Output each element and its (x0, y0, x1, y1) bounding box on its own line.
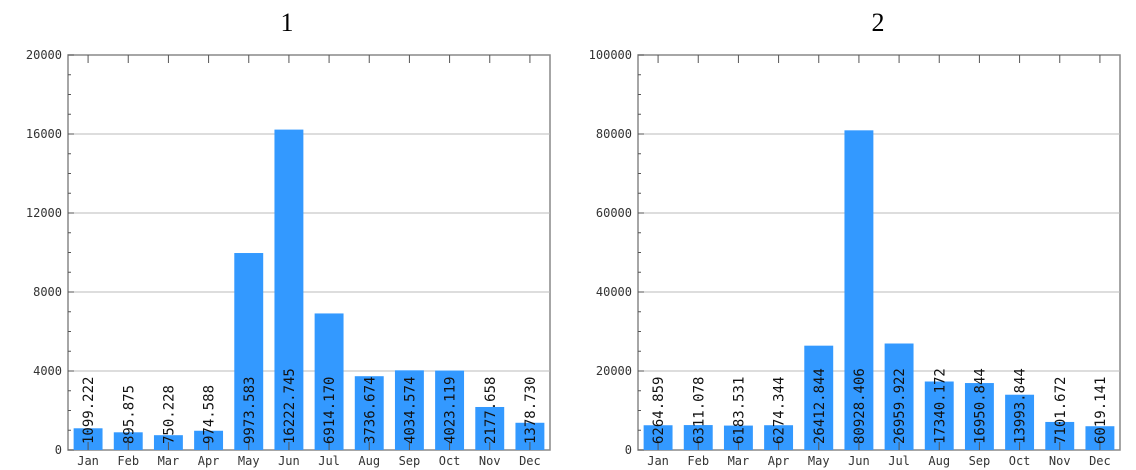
bar (964, 383, 994, 450)
x-tick-label: Jul (318, 454, 340, 468)
y-tick-label: 60000 (596, 206, 632, 220)
data-label: 13993.844 (1013, 368, 1029, 444)
data-label: 4034.574 (402, 377, 418, 444)
data-label: 4023.119 (443, 377, 459, 444)
y-tick-label: 40000 (596, 285, 632, 299)
data-label: 17340.172 (932, 368, 948, 444)
bar (314, 313, 344, 450)
bar (73, 428, 103, 450)
x-tick-label: Feb (687, 454, 709, 468)
x-tick-label: Jul (888, 454, 910, 468)
data-label: 26959.922 (892, 368, 908, 444)
data-label: 895.875 (121, 385, 137, 444)
data-label: 6274.344 (772, 377, 788, 444)
chart-1-title: 1 (280, 8, 294, 37)
x-tick-label: Feb (117, 454, 139, 468)
x-tick-label: Jun (848, 454, 870, 468)
data-label: 6019.141 (1093, 377, 1109, 444)
bar (844, 130, 874, 450)
chart-2-title: 2 (871, 8, 885, 37)
plot-frame (67, 54, 551, 451)
data-label: 6264.859 (651, 377, 667, 444)
x-tick-label: Sep (969, 454, 991, 468)
x-tick-label: Jan (77, 454, 99, 468)
y-tick-label: 0 (55, 443, 62, 457)
data-label: 26412.844 (812, 368, 828, 444)
data-label: 9973.583 (242, 377, 258, 444)
x-tick-label: Jun (278, 454, 300, 468)
x-tick-label: May (238, 454, 260, 468)
x-tick-label: Oct (1009, 454, 1031, 468)
data-label: 6183.531 (731, 377, 747, 444)
bar (804, 345, 834, 450)
bar (1005, 394, 1035, 450)
data-label: 750.228 (161, 385, 177, 444)
y-tick-label: 20000 (26, 48, 62, 62)
y-tick-label: 80000 (596, 127, 632, 141)
bar (394, 370, 424, 450)
x-tick-label: Aug (358, 454, 380, 468)
x-tick-label: Oct (439, 454, 461, 468)
data-label: 7101.672 (1053, 377, 1069, 444)
x-tick-label: Jan (647, 454, 669, 468)
bar (435, 370, 465, 450)
y-tick-label: 16000 (26, 127, 62, 141)
y-tick-label: 12000 (26, 206, 62, 220)
data-label: 1099.222 (81, 377, 97, 444)
x-tick-label: Mar (158, 454, 180, 468)
x-tick-label: Apr (198, 454, 220, 468)
chart-2: 0 20000 40000 60000 80000 100000 6264.859 Jan 63… (589, 48, 1121, 468)
data-label: 80928.406 (852, 368, 868, 444)
y-tick-label: 8000 (33, 285, 62, 299)
x-tick-label: Sep (399, 454, 421, 468)
bar (924, 381, 954, 450)
plot-frame (637, 54, 1121, 451)
x-tick-label: Apr (768, 454, 790, 468)
x-tick-label: May (808, 454, 830, 468)
y-tick-label: 100000 (589, 48, 632, 62)
x-tick-label: Nov (479, 454, 501, 468)
chart-1: 0 4000 8000 12000 16000 20000 1099.222 Jan 895.8… (26, 48, 551, 468)
data-label: 6914.170 (322, 377, 338, 444)
x-tick-label: Nov (1049, 454, 1071, 468)
y-tick-label: 20000 (596, 364, 632, 378)
bar (884, 343, 914, 450)
x-tick-label: Dec (519, 454, 541, 468)
x-tick-label: Aug (928, 454, 950, 468)
x-tick-label: Dec (1089, 454, 1111, 468)
data-label: 2177.658 (483, 377, 499, 444)
bar (274, 129, 304, 451)
data-label: 16950.844 (972, 368, 988, 444)
data-label: 6311.078 (691, 377, 707, 444)
bar (1085, 426, 1115, 450)
y-tick-label: 4000 (33, 364, 62, 378)
y-tick-label: 0 (625, 443, 632, 457)
bar (234, 253, 264, 450)
data-label: 3736.674 (362, 377, 378, 444)
bar (113, 432, 143, 450)
data-label: 1378.730 (523, 377, 539, 444)
bar (194, 430, 224, 450)
x-tick-label: Mar (728, 454, 750, 468)
data-label: 974.588 (202, 385, 218, 444)
bar (354, 376, 384, 450)
data-label: 16222.745 (282, 368, 298, 444)
